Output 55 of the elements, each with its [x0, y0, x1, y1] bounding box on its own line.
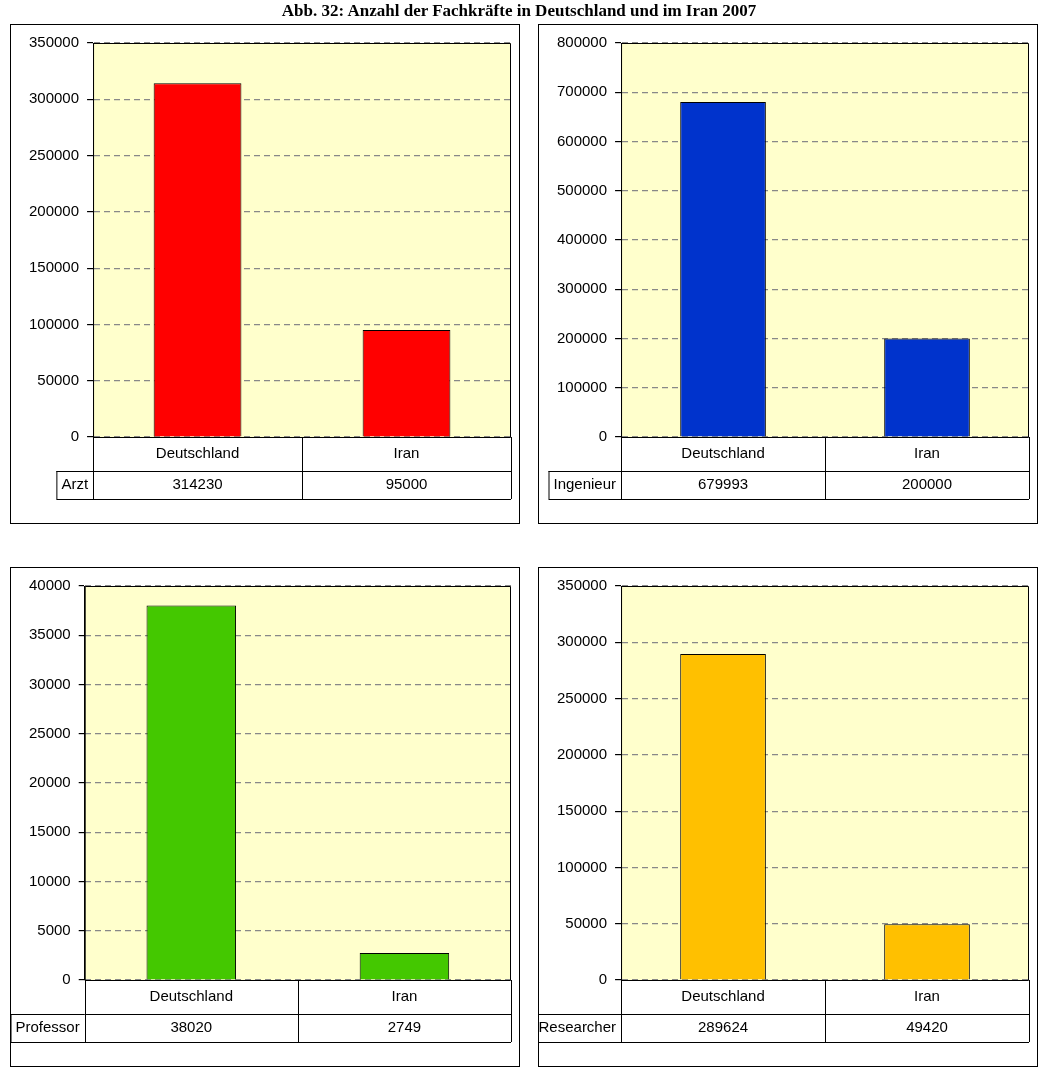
- y-tick-label: 30000: [28, 674, 71, 692]
- y-tick-label: 300000: [28, 89, 80, 107]
- x-tick-label: Deutschland: [155, 444, 240, 462]
- text: Researcher: [538, 1018, 617, 1036]
- data-label: 49420: [906, 1018, 948, 1036]
- y-tick-label: 0: [62, 970, 71, 988]
- data-label: 200000: [901, 475, 953, 493]
- y-tick-label: 300000: [556, 279, 608, 297]
- x-tick-label: Iran: [391, 987, 418, 1005]
- data-label: 38020: [170, 1018, 213, 1036]
- y-tick-label: 35000: [28, 625, 71, 643]
- text: Arzt: [61, 475, 89, 493]
- y-tick-label: 250000: [556, 688, 608, 706]
- data-label: 95000: [385, 475, 428, 493]
- x-tick-label: Iran: [914, 987, 940, 1005]
- x-tick-label: Iran: [393, 444, 420, 462]
- y-tick-label: 350000: [28, 33, 80, 51]
- x-tick-label: Deutschland: [149, 987, 233, 1005]
- data-label: 289624: [698, 1018, 749, 1036]
- y-tick-label: 600000: [556, 131, 608, 149]
- y-tick-label: 350000: [556, 576, 608, 594]
- y-tick-label: 200000: [28, 202, 80, 219]
- y-tick-label: 0: [598, 970, 608, 988]
- y-tick-label: 500000: [556, 180, 608, 198]
- y-tick-label: 50000: [37, 370, 80, 388]
- y-tick-label: 5000: [37, 920, 71, 938]
- y-tick-label: 150000: [28, 258, 80, 276]
- data-label: 2749: [387, 1018, 422, 1036]
- y-tick-label: 400000: [556, 230, 608, 248]
- y-tick-label: 150000: [556, 801, 608, 819]
- y-tick-label: 700000: [556, 82, 608, 100]
- y-tick-label: 100000: [556, 857, 608, 875]
- y-tick-label: 100000: [28, 314, 80, 332]
- y-tick-label: 10000: [28, 871, 71, 889]
- y-tick-label: 25000: [28, 723, 71, 741]
- y-tick-label: 0: [70, 427, 80, 445]
- y-tick-label: 300000: [556, 632, 608, 650]
- chart-title: Abb. 32: Anzahl der Fachkräfte in Deutschland und im Iran 2007: [280, 0, 758, 22]
- y-tick-label: 20000: [28, 773, 71, 791]
- y-tick-label: 200000: [556, 328, 608, 346]
- x-tick-label: Iran: [914, 444, 940, 462]
- y-tick-label: 100000: [556, 377, 608, 395]
- y-tick-label: 250000: [28, 145, 80, 163]
- text: Professor: [15, 1018, 80, 1036]
- y-tick-label: 40000: [28, 576, 71, 594]
- y-tick-label: 0: [598, 427, 608, 445]
- y-tick-label: 50000: [565, 913, 608, 931]
- data-label: 679993: [698, 475, 749, 493]
- y-tick-label: 800000: [556, 33, 608, 51]
- y-tick-label: 200000: [556, 745, 608, 762]
- data-label: 314230: [172, 475, 223, 493]
- y-tick-label: 15000: [28, 822, 71, 840]
- text: Ingenieur: [553, 475, 617, 493]
- x-tick-label: Deutschland: [681, 444, 765, 462]
- x-tick-label: Deutschland: [681, 987, 765, 1005]
